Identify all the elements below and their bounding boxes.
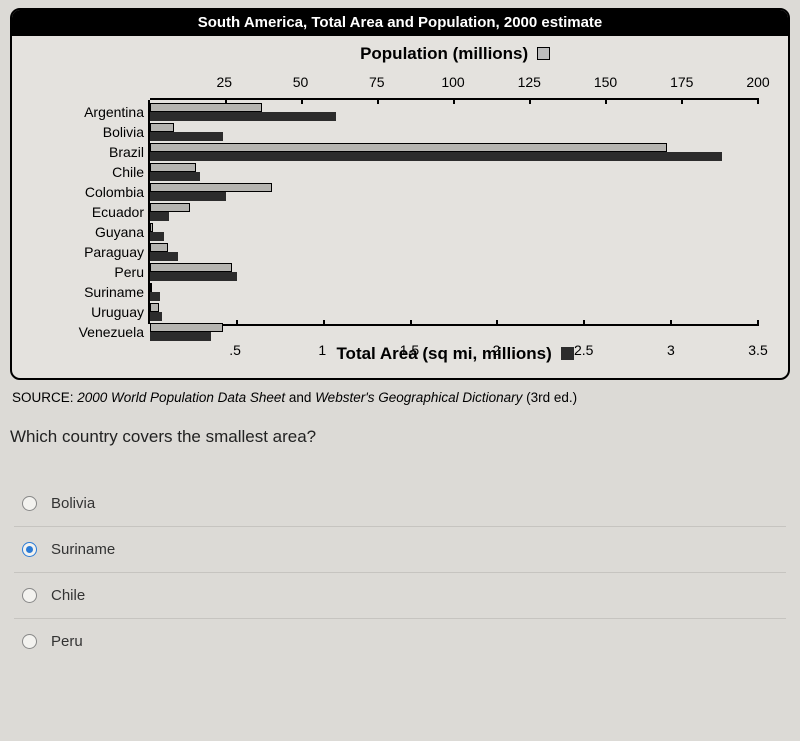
country-label: Peru <box>42 262 144 282</box>
area-bar <box>150 332 211 341</box>
country-label: Ecuador <box>42 202 144 222</box>
bar-row <box>150 182 758 202</box>
answer-option[interactable]: Peru <box>14 619 786 664</box>
population-bar <box>150 243 168 252</box>
population-bar <box>150 303 159 312</box>
bottom-tick-label: 3.5 <box>748 342 767 358</box>
top-tick-label: 175 <box>670 74 693 90</box>
answer-option[interactable]: Bolivia <box>14 481 786 527</box>
option-label: Suriname <box>51 541 115 558</box>
bar-row <box>150 322 758 342</box>
bottom-tick-label: 2 <box>493 342 501 358</box>
population-bar <box>150 223 153 232</box>
population-bar <box>150 123 174 132</box>
bottom-tick-label: .5 <box>229 342 241 358</box>
bar-row <box>150 142 758 162</box>
bottom-tick-label: 1 <box>318 342 326 358</box>
radio-unselected-icon[interactable] <box>22 496 37 511</box>
bar-row <box>150 122 758 142</box>
bar-row <box>150 282 758 302</box>
country-label: Chile <box>42 162 144 182</box>
chart-body: Population (millions) 25 50 75 100 125 150 175… <box>12 36 788 378</box>
chart-title: South America, Total Area and Population… <box>12 10 788 36</box>
source-prefix: SOURCE: <box>12 390 77 405</box>
area-bar <box>150 232 164 241</box>
plot-area <box>148 100 758 324</box>
top-tick-label: 25 <box>216 74 232 90</box>
source-title-2: Webster's Geographical Dictionary <box>315 390 522 405</box>
country-labels: ArgentinaBoliviaBrazilChileColombiaEcuad… <box>42 102 144 342</box>
top-tick-label: 200 <box>746 74 769 90</box>
option-label: Bolivia <box>51 495 95 512</box>
population-axis-text: Population (millions) <box>360 44 528 63</box>
population-bar <box>150 203 190 212</box>
area-bar <box>150 272 237 281</box>
bar-row <box>150 302 758 322</box>
area-bar <box>150 112 336 121</box>
country-label: Brazil <box>42 142 144 162</box>
top-tick-label: 150 <box>594 74 617 90</box>
area-bar <box>150 312 162 321</box>
country-label: Bolivia <box>42 122 144 142</box>
source-suffix: (3rd ed.) <box>522 390 577 405</box>
country-label: Suriname <box>42 282 144 302</box>
country-label: Argentina <box>42 102 144 122</box>
option-label: Peru <box>51 633 83 650</box>
top-tick-label: 100 <box>441 74 464 90</box>
area-bar <box>150 292 160 301</box>
question-text: Which country covers the smallest area? <box>10 427 790 447</box>
population-bar <box>150 283 152 292</box>
bottom-tick-label: 2.5 <box>574 342 593 358</box>
chart-frame: South America, Total Area and Population… <box>10 8 790 380</box>
population-bar <box>150 143 667 152</box>
bottom-tick-label: 1.5 <box>400 342 419 358</box>
country-label: Venezuela <box>42 322 144 342</box>
answer-option[interactable]: Chile <box>14 573 786 619</box>
population-legend-swatch <box>537 47 550 60</box>
area-bar <box>150 192 226 201</box>
population-bar <box>150 323 223 332</box>
country-label: Paraguay <box>42 242 144 262</box>
country-label: Uruguay <box>42 302 144 322</box>
answer-options: Bolivia Suriname Chile Peru <box>14 481 786 664</box>
top-tick-label: 50 <box>293 74 309 90</box>
population-bar <box>150 263 232 272</box>
bar-row <box>150 262 758 282</box>
population-bar <box>150 103 262 112</box>
radio-unselected-icon[interactable] <box>22 634 37 649</box>
plot: 255075100125150175200 ArgentinaBoliviaBr… <box>42 66 758 376</box>
bar-row <box>150 222 758 242</box>
population-bar <box>150 183 272 192</box>
source-mid: and <box>285 390 315 405</box>
source-citation: SOURCE: 2000 World Population Data Sheet… <box>12 390 788 405</box>
population-bar <box>150 163 196 172</box>
bar-row <box>150 242 758 262</box>
source-title-1: 2000 World Population Data Sheet <box>77 390 285 405</box>
bar-row <box>150 162 758 182</box>
country-label: Guyana <box>42 222 144 242</box>
top-tick-label: 125 <box>518 74 541 90</box>
bottom-tick-label: 3 <box>667 342 675 358</box>
radio-selected-icon[interactable] <box>22 542 37 557</box>
option-label: Chile <box>51 587 85 604</box>
area-bar <box>150 212 169 221</box>
population-axis-label: Population (millions) <box>42 44 758 64</box>
bar-row <box>150 202 758 222</box>
area-bar <box>150 172 200 181</box>
area-bar <box>150 152 722 161</box>
answer-option[interactable]: Suriname <box>14 527 786 573</box>
area-bar <box>150 132 223 141</box>
bar-row <box>150 102 758 122</box>
area-bar <box>150 252 178 261</box>
country-label: Colombia <box>42 182 144 202</box>
radio-unselected-icon[interactable] <box>22 588 37 603</box>
top-tick-label: 75 <box>369 74 385 90</box>
